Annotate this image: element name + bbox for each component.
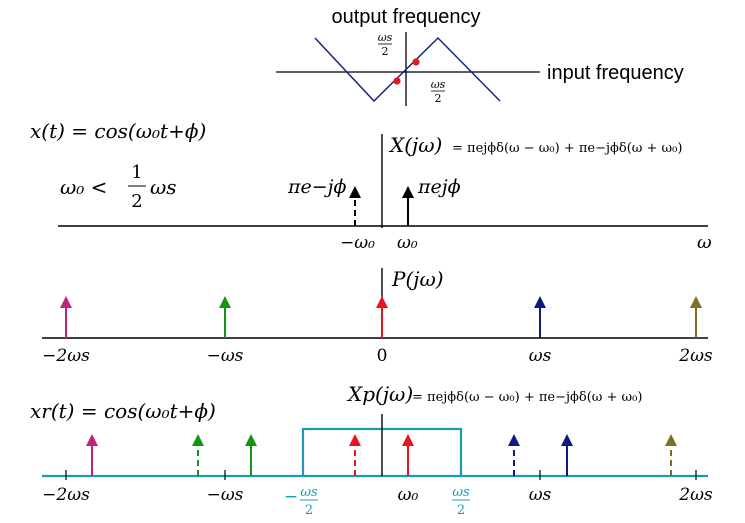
condition-label: ω₀ < 1 2 ωs [60, 162, 177, 212]
panel-sampled-spectrum: xr(t) = cos(ω₀t+ϕ) Xp(jω) = πejϕδ(ω − ω₀… [30, 382, 713, 518]
spectrum-x-formula: = πejϕδ(ω − ω₀) + πe−jϕδ(ω + ω₀) [452, 141, 682, 156]
p-tick-zero: 0 [377, 346, 388, 366]
panel-input-spectrum: x(t) = cos(ω₀t+ϕ) ω₀ < 1 2 ωs X(jω) = πe… [30, 119, 712, 253]
alias-y-tick-den: 2 [382, 45, 389, 58]
spectrum-p-label: P(jω) [391, 267, 444, 291]
spectrum-xp-label: Xp(jω) [346, 382, 413, 406]
tick-pos-omega0: ω₀ [397, 233, 418, 253]
filter-edge-neg-label: − ωs 2 [284, 485, 318, 518]
filter-neg-den: 2 [305, 503, 313, 518]
svg-text:−: − [284, 487, 298, 507]
p-tick-plus-2ws: 2ωs [678, 346, 713, 366]
spectrum-x-label: X(jω) [388, 133, 442, 157]
xp-tick-plus-ws: ωs [529, 485, 552, 505]
xp-tick-minus-ws: −ωs [207, 485, 244, 505]
alias-plot: output frequency ωs 2 ωs 2 input frequen… [276, 6, 684, 106]
impulse-neg-label: πe−jϕ [287, 176, 347, 198]
impulse-pos-label: πejϕ [417, 176, 461, 198]
filter-pos-den: 2 [457, 503, 465, 518]
signal-x-label: x(t) = cos(ω₀t+ϕ) [30, 119, 206, 143]
alias-point-2 [412, 58, 420, 66]
alias-x-tick-den: 2 [435, 92, 442, 105]
filter-neg-num: ωs [300, 485, 318, 500]
condition-lhs: ω₀ < [60, 175, 107, 199]
xp-tick-minus-2ws: −2ωs [42, 485, 90, 505]
filter-pos-num: ωs [452, 485, 470, 500]
axis-omega-label: ω [697, 232, 712, 253]
condition-den: 2 [131, 191, 142, 212]
alias-x-tick-num: ωs [431, 78, 446, 91]
p-tick-plus-ws: ωs [529, 346, 552, 366]
filter-edge-pos-label: ωs 2 [452, 485, 470, 518]
xp-tick-plus-2ws: 2ωs [678, 485, 713, 505]
tick-neg-omega0: −ω₀ [340, 233, 375, 253]
alias-plot-title: output frequency [332, 6, 481, 28]
panel-impulse-train: P(jω) −2ωs −ωs 0 ωs 2ωs [42, 267, 713, 366]
p-tick-minus-ws: −ωs [207, 346, 244, 366]
xp-tick-omega0: ω₀ [398, 485, 419, 505]
spectrum-xp-formula: = πejϕδ(ω − ω₀) + πe−jϕδ(ω + ω₀) [412, 390, 642, 405]
condition-num: 1 [131, 162, 142, 183]
p-tick-minus-2ws: −2ωs [42, 346, 90, 366]
alias-y-tick-num: ωs [378, 31, 393, 44]
alias-point-1 [393, 77, 401, 85]
alias-fold-curve [314, 36, 501, 103]
alias-input-label: input frequency [547, 62, 684, 84]
condition-rhs: ωs [150, 175, 177, 199]
signal-xr-label: xr(t) = cos(ω₀t+ϕ) [30, 399, 216, 423]
alias-x-tick: ωs 2 [431, 78, 446, 105]
alias-y-tick: ωs 2 [378, 31, 393, 58]
